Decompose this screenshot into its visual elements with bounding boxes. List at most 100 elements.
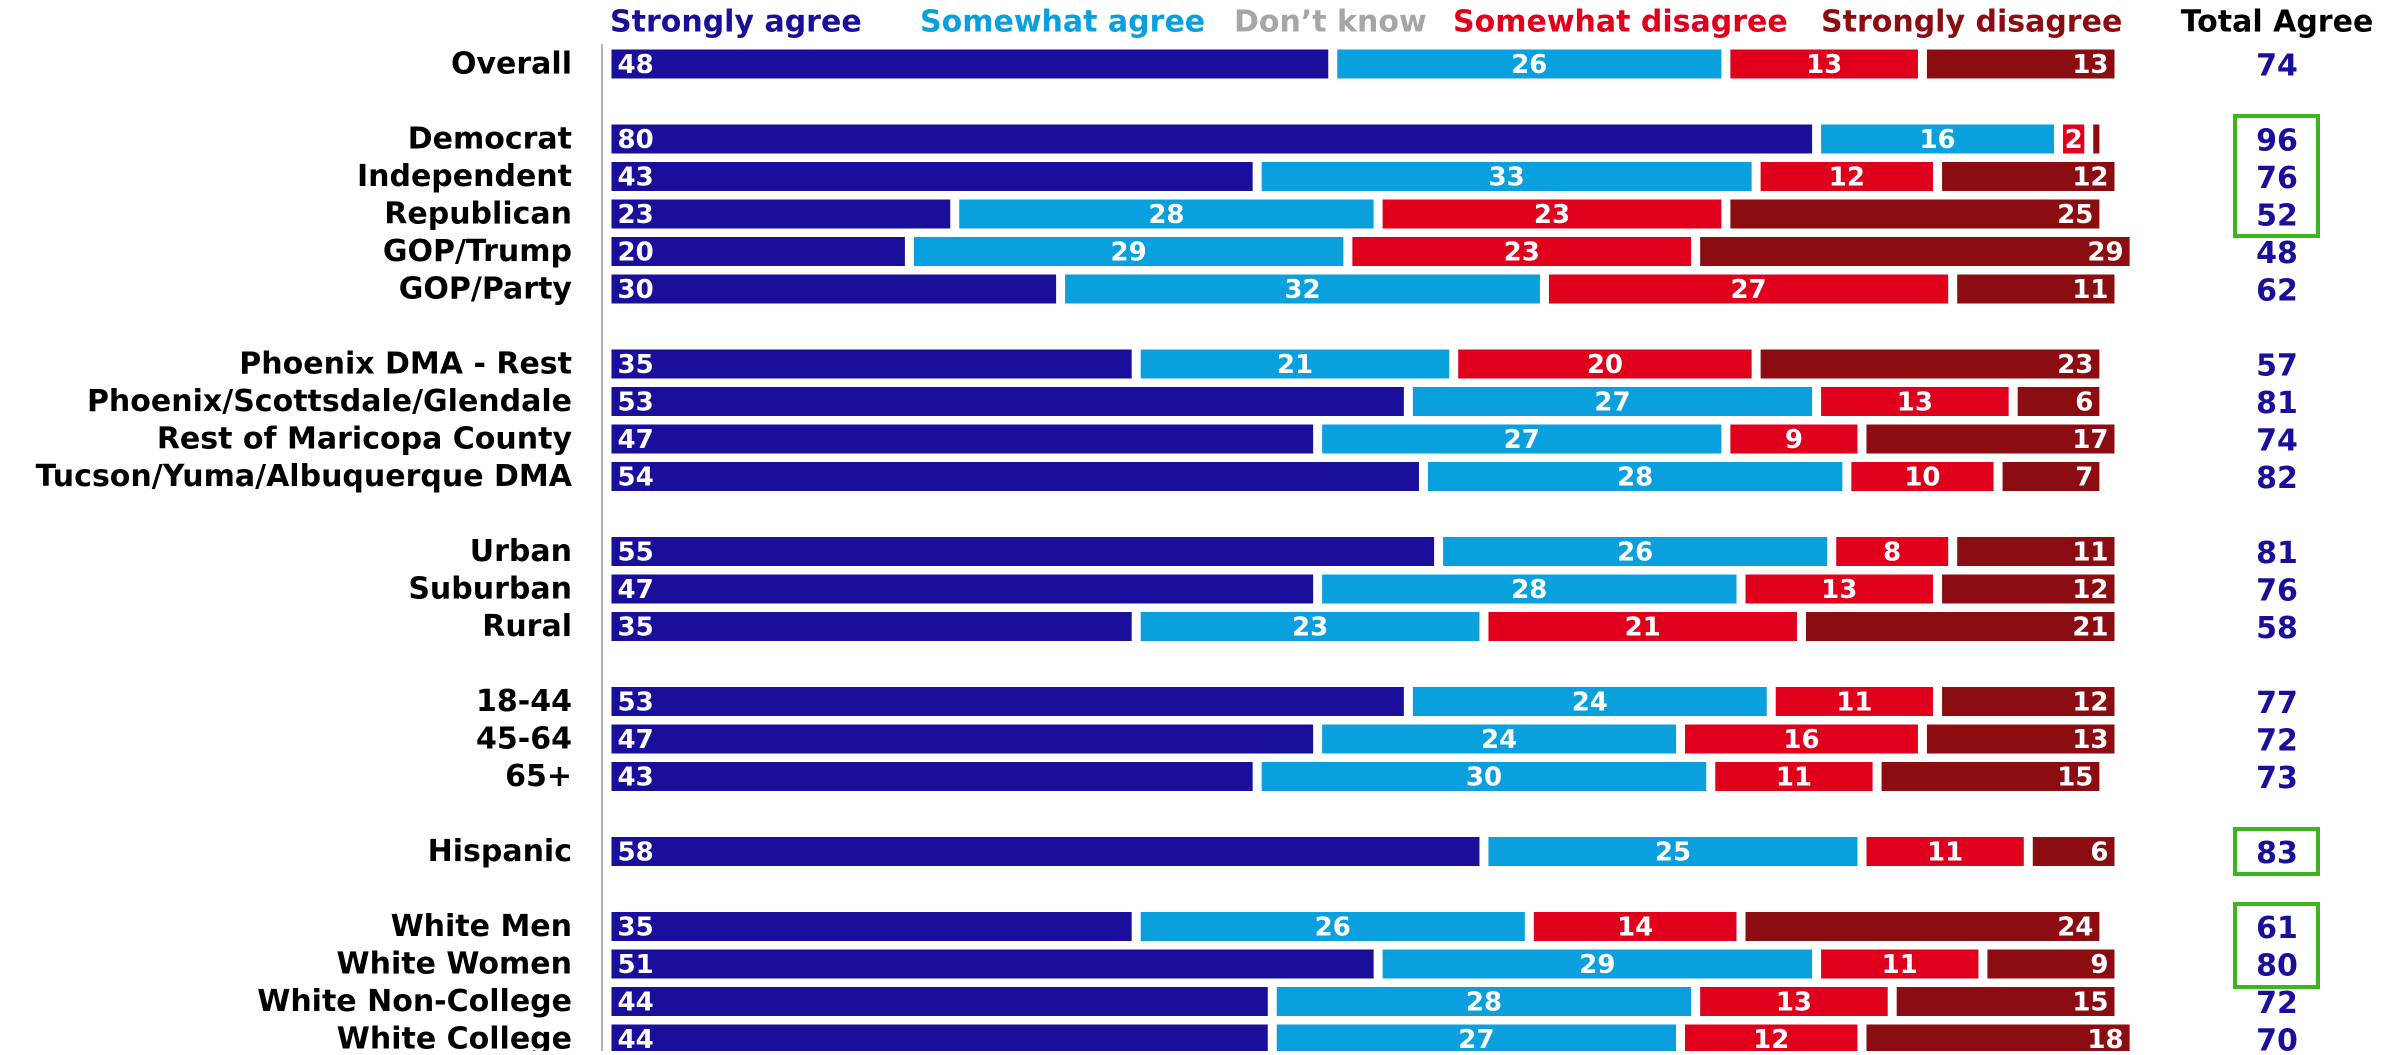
- category-label: White Women: [337, 947, 572, 982]
- bar-segment: [2093, 124, 2100, 154]
- value-label: 55: [618, 538, 654, 568]
- value-label: 13: [1821, 575, 1857, 605]
- bar-segment: [1382, 199, 1722, 229]
- value-label: 47: [618, 725, 654, 755]
- value-label: 13: [1806, 50, 1842, 80]
- bar-segment: [611, 687, 1404, 716]
- legend-entry: Somewhat agree: [920, 5, 1205, 40]
- value-label: 35: [618, 613, 654, 643]
- value-label: 26: [1617, 538, 1653, 568]
- bar-segment: [1987, 949, 2115, 979]
- bar-segment: [611, 724, 1314, 754]
- value-label: 12: [2072, 575, 2108, 605]
- bar-segment: [1866, 837, 2024, 866]
- total-value: 74: [2256, 49, 2298, 84]
- value-label: 18: [2087, 1025, 2123, 1051]
- bar-segment: [611, 237, 905, 266]
- value-label: 44: [618, 1025, 654, 1051]
- bar-segment: [611, 1024, 1268, 1054]
- total-value: 77: [2256, 686, 2298, 721]
- bar-segment: [1322, 574, 1737, 604]
- bar-segment: [611, 349, 1132, 379]
- value-label: 13: [2072, 50, 2108, 80]
- category-label: White Non-College: [257, 984, 572, 1019]
- value-label: 13: [1897, 388, 1933, 418]
- bar-segment: [1261, 162, 1752, 191]
- category-label: Republican: [384, 197, 572, 232]
- value-label: 13: [1776, 988, 1812, 1018]
- category-label: Overall: [451, 47, 572, 82]
- value-label: 7: [2075, 463, 2093, 493]
- bar-segment: [1881, 762, 2100, 791]
- bar-segment: [1700, 987, 1888, 1016]
- bar-segment: [1775, 687, 1934, 716]
- total-value: 72: [2256, 986, 2298, 1021]
- bar-segment: [1140, 349, 1450, 379]
- value-label: 23: [2057, 350, 2093, 380]
- bar-segment: [611, 574, 1314, 604]
- value-label: 47: [618, 425, 654, 455]
- bar-segment: [611, 612, 1132, 641]
- bar-segment: [1276, 987, 1692, 1016]
- total-value: 70: [2256, 1024, 2298, 1052]
- value-label: 28: [1148, 200, 1184, 230]
- bar-segment: [1942, 687, 2115, 716]
- total-value: 74: [2256, 424, 2298, 459]
- bar-segment: [611, 912, 1132, 941]
- bar-segment: [611, 837, 1480, 866]
- bar-segment: [2017, 387, 2100, 416]
- bar-segment: [1745, 912, 2100, 941]
- total-value: 81: [2256, 386, 2298, 421]
- bar-segment: [1412, 687, 1767, 716]
- bar-segment: [913, 237, 1344, 266]
- value-label: 43: [618, 763, 654, 793]
- value-label: 51: [618, 950, 654, 980]
- value-label: 29: [1579, 950, 1615, 980]
- bar-segment: [2002, 462, 2100, 491]
- value-label: 44: [618, 988, 654, 1018]
- bar-segment: [1322, 724, 1677, 754]
- bar-segment: [1926, 49, 2115, 79]
- bar-segment: [1896, 987, 2115, 1016]
- value-label: 48: [618, 50, 654, 80]
- bar-segment: [1805, 612, 2115, 641]
- value-label: 20: [1587, 350, 1623, 380]
- bar-segment: [1065, 274, 1540, 304]
- value-label: 23: [1534, 200, 1570, 230]
- total-value: 81: [2256, 536, 2298, 571]
- bar-segment: [2032, 837, 2115, 866]
- value-label: 11: [1882, 950, 1918, 980]
- value-label: 28: [1511, 575, 1547, 605]
- value-label: 9: [1785, 425, 1803, 455]
- value-label: 10: [1904, 463, 1940, 493]
- value-label: 58: [618, 838, 654, 868]
- bar-segment: [1685, 1024, 1858, 1054]
- category-label: Tucson/Yuma/Albuquerque DMA: [36, 459, 573, 494]
- category-label: White Men: [391, 909, 572, 944]
- value-label: 12: [2072, 688, 2108, 718]
- value-label: 33: [1489, 163, 1525, 193]
- bar-segment: [611, 987, 1268, 1016]
- value-label: 26: [1315, 913, 1351, 943]
- total-value: 61: [2256, 911, 2298, 946]
- value-label: 11: [2072, 538, 2108, 568]
- bar-segment: [1730, 199, 2100, 229]
- category-label: Rest of Maricopa County: [157, 422, 573, 457]
- value-label: 35: [618, 350, 654, 380]
- category-label: Phoenix DMA - Rest: [239, 347, 572, 382]
- value-label: 9: [2090, 950, 2108, 980]
- bar-segment: [1458, 349, 1752, 379]
- category-label: Phoenix/Scottsdale/Glendale: [87, 384, 572, 419]
- bar-segment: [1866, 1024, 2130, 1054]
- bar-segment: [1533, 912, 1737, 941]
- value-label: 25: [1655, 838, 1691, 868]
- bar-segment: [611, 162, 1253, 191]
- legend-entry: Strongly disagree: [1821, 5, 2122, 40]
- value-label: 27: [1458, 1025, 1494, 1051]
- bar-segment: [1760, 162, 1934, 191]
- value-label: 29: [1111, 238, 1147, 268]
- total-value: 82: [2256, 461, 2298, 496]
- value-label: 24: [2057, 913, 2093, 943]
